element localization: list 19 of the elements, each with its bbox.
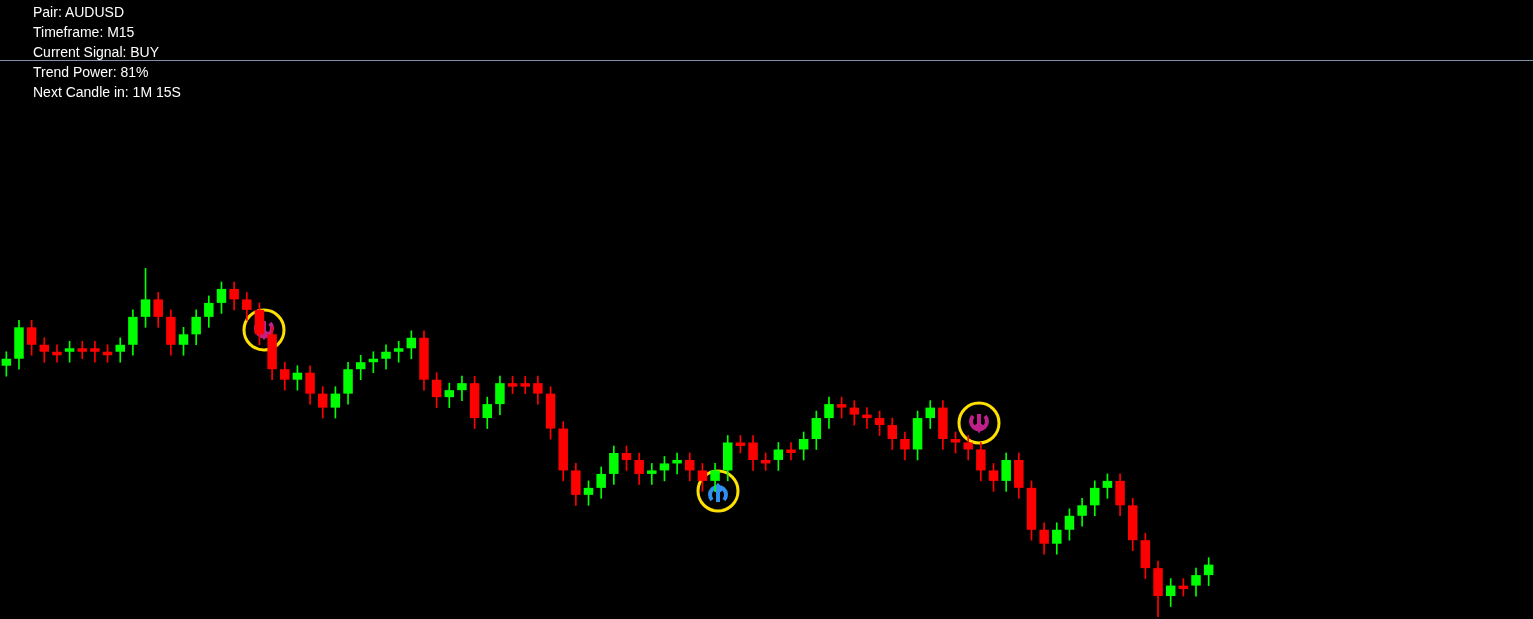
text: Next Candle in: 1M 15S <box>33 83 181 102</box>
candlestick <box>90 340 100 363</box>
candlestick <box>520 375 530 394</box>
candlestick <box>39 337 50 363</box>
text: Current Signal: BUY <box>33 43 161 62</box>
text: Timeframe: M15 <box>33 23 136 42</box>
text: Trend Power: 81% <box>33 63 150 82</box>
candlestick <box>647 463 657 485</box>
candlestick <box>115 337 125 363</box>
candlestick <box>52 344 62 363</box>
candlestick <box>786 442 796 461</box>
text: Pair: AUDUSD <box>33 3 126 22</box>
candlestick <box>393 340 404 363</box>
candlestick <box>1 351 12 377</box>
candlestick <box>672 452 682 475</box>
candlestick <box>381 344 391 370</box>
candlestick <box>963 435 973 461</box>
candlestick <box>77 340 88 360</box>
candlestick <box>862 407 872 429</box>
